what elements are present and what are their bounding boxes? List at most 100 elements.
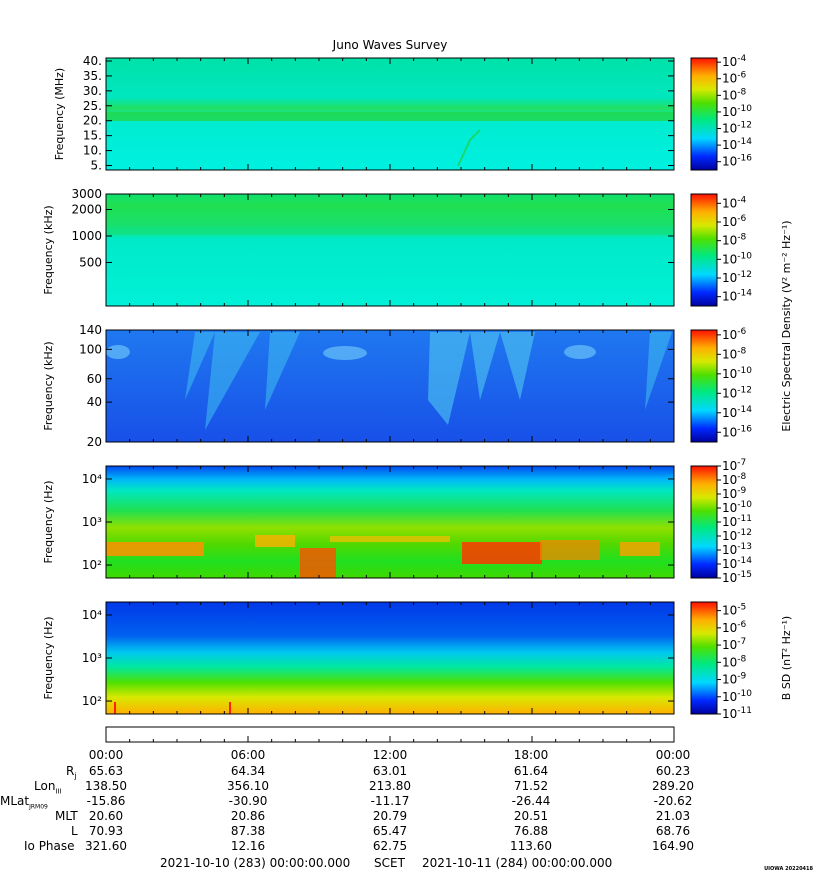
colorbar-tick-label: 10-11 <box>722 514 752 529</box>
ephemeris-value: 61.64 <box>513 764 549 778</box>
colorbar-tick-label: 10-10 <box>722 251 752 266</box>
ephemeris-value: 70.93 <box>88 824 124 838</box>
colorbar-tick-label: 10-8 <box>722 472 747 487</box>
y-tick-label: 10² <box>82 558 102 572</box>
y-tick-label: 100 <box>79 342 102 356</box>
ephemeris-label-io: Io Phase <box>24 839 75 853</box>
colorbar-tick-label: 10-7 <box>722 637 746 652</box>
y-tick-label: 35. <box>83 69 102 83</box>
y-tick-label: 3000 <box>71 187 102 201</box>
colorbar <box>690 57 718 171</box>
colorbar-tick-label: 10-14 <box>722 137 752 152</box>
burst-feature <box>645 332 672 410</box>
ephemeris-value: 289.20 <box>652 779 694 793</box>
panel-hz-e <box>106 466 674 578</box>
ephemeris-value: 62.75 <box>372 839 408 853</box>
ephemeris-value: -20.62 <box>653 794 693 808</box>
colorbar-tick-label: 10-7 <box>722 458 746 473</box>
y-tick-label: 40. <box>83 54 102 68</box>
colorbar-tick-label: 10-12 <box>722 385 752 400</box>
ephemeris-label-rj: Rj <box>66 764 77 781</box>
colorbar-tick-label: 10-6 <box>722 214 747 229</box>
emission-band <box>330 536 450 542</box>
ephemeris-value: 164.90 <box>652 839 694 853</box>
emission-band <box>462 542 542 564</box>
y-tick-label: 2000 <box>71 202 102 216</box>
footer-scet: SCET <box>374 856 405 870</box>
colorbar-tick-label: 10-12 <box>722 270 752 285</box>
colorbar-tick-label: 10-10 <box>722 104 752 119</box>
ephemeris-value: 21.03 <box>655 809 691 823</box>
ephemeris-value: 65.47 <box>372 824 408 838</box>
y-tick-label: 10⁴ <box>82 608 102 622</box>
emission-band <box>300 548 336 578</box>
colorbar-tick-label: 10-15 <box>722 570 752 585</box>
y-tick-label: 20 <box>87 435 102 449</box>
y-axis-label: Frequency (kHz) <box>42 205 55 294</box>
ephemeris-label-mlat: MLatJRM09 <box>0 794 48 811</box>
chart-title: Juno Waves Survey <box>332 38 448 52</box>
colorbar-tick-label: 10-12 <box>722 121 752 136</box>
colorbar-tick-label: 10-14 <box>722 556 752 571</box>
ephemeris-value: -11.17 <box>370 794 410 808</box>
y-tick-label: 30. <box>83 84 102 98</box>
spike <box>229 702 231 714</box>
colorbar-tick-label: 10-13 <box>722 542 752 557</box>
ephemeris-value: 71.52 <box>513 779 549 793</box>
colorbar <box>690 193 718 307</box>
footer-start: 2021-10-10 (283) 00:00:00.000 <box>160 856 351 870</box>
burst-feature <box>265 332 300 410</box>
y-axis-label: Frequency (Hz) <box>42 617 55 700</box>
colorbar-tick-label: 10-8 <box>722 87 747 102</box>
hiss-patch <box>106 345 130 359</box>
emission-band <box>106 542 204 556</box>
ephemeris-value: 87.38 <box>230 824 266 838</box>
band-1000khz <box>106 227 674 235</box>
ephemeris-value: 356.10 <box>227 779 269 793</box>
ephemeris-value: 20.51 <box>513 809 549 823</box>
y-tick-label: 10⁴ <box>82 472 102 486</box>
colorbar-tick-label: 10-6 <box>722 71 747 86</box>
ephemeris-value: 20.79 <box>372 809 408 823</box>
panel-mhz <box>106 58 674 170</box>
colorbar <box>690 329 718 443</box>
y-tick-label: 10. <box>83 144 102 158</box>
colorbar-tick-label: 10-4 <box>722 195 747 210</box>
y-tick-label: 10³ <box>82 651 102 665</box>
burst-feature <box>428 332 535 425</box>
spike <box>114 702 116 714</box>
colorbar-tick-label: 10-4 <box>722 54 747 69</box>
emission-band <box>620 542 660 556</box>
ephemeris-value: 138.50 <box>85 779 127 793</box>
colorbar-tick-label: 10-6 <box>722 327 747 342</box>
y-tick-label: 10³ <box>82 515 102 529</box>
emission-band <box>255 535 295 547</box>
spectrogram-khz-high <box>106 194 674 306</box>
band-20mhz <box>106 112 674 121</box>
y-axis-label: Frequency (MHz) <box>53 68 66 160</box>
ephemeris-value: 321.60 <box>85 839 127 853</box>
ephemeris-label-l: L <box>71 824 78 838</box>
ephemeris-value: -26.44 <box>511 794 551 808</box>
ephemeris-value: -15.86 <box>86 794 126 808</box>
hiss-patch <box>323 346 367 360</box>
y-tick-label: 500 <box>79 255 102 269</box>
y-tick-label: 60 <box>87 372 102 386</box>
ephemeris-value: 63.01 <box>372 764 408 778</box>
spectrogram-hz-b <box>106 602 674 714</box>
hiss-patch <box>564 345 596 359</box>
axes-layer: 5.10.15.20.25.30.35.40. Frequency (MHz) 10… <box>42 54 793 742</box>
colorbar-tick-label: 10-14 <box>722 405 752 420</box>
colorbar-tick-label: 10-9 <box>722 486 747 501</box>
ephemeris-label-lon: LonIII <box>34 779 62 796</box>
ephemeris-value: -30.90 <box>228 794 268 808</box>
y-axis-label: Frequency (Hz) <box>42 481 55 564</box>
ephemeris-value: 20.86 <box>230 809 266 823</box>
emission-trace <box>457 129 481 167</box>
ephemeris-value: 68.76 <box>655 824 691 838</box>
colorbar-tick-label: 10-9 <box>722 672 747 687</box>
y-tick-label: 5. <box>91 159 102 173</box>
y-tick-label: 15. <box>83 129 102 143</box>
ephemeris-value: 64.34 <box>230 764 266 778</box>
colorbar-tick-label: 10-10 <box>722 689 752 704</box>
